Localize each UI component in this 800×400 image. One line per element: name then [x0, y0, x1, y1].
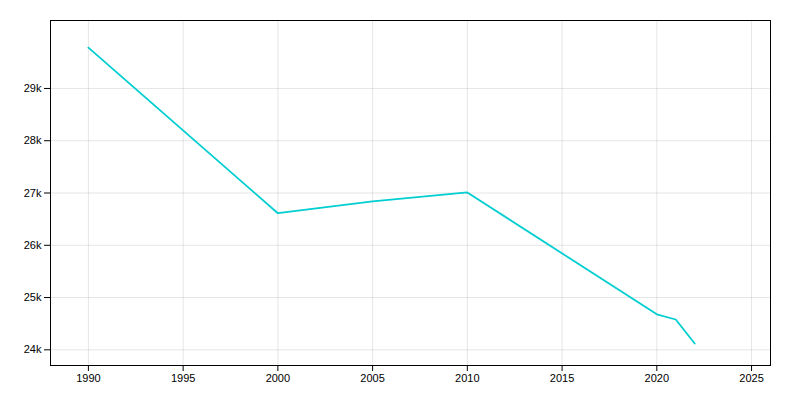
svg-text:2020: 2020 — [645, 372, 669, 384]
svg-text:1995: 1995 — [171, 372, 195, 384]
svg-text:2000: 2000 — [266, 372, 290, 384]
svg-text:2015: 2015 — [550, 372, 574, 384]
svg-text:28k: 28k — [24, 134, 42, 146]
svg-text:26k: 26k — [24, 239, 42, 251]
svg-text:2025: 2025 — [739, 372, 763, 384]
svg-text:2005: 2005 — [360, 372, 384, 384]
svg-text:2010: 2010 — [455, 372, 479, 384]
svg-text:25k: 25k — [24, 291, 42, 303]
svg-text:27k: 27k — [24, 187, 42, 199]
svg-text:29k: 29k — [24, 82, 42, 94]
svg-text:24k: 24k — [24, 343, 42, 355]
svg-text:1990: 1990 — [76, 372, 100, 384]
